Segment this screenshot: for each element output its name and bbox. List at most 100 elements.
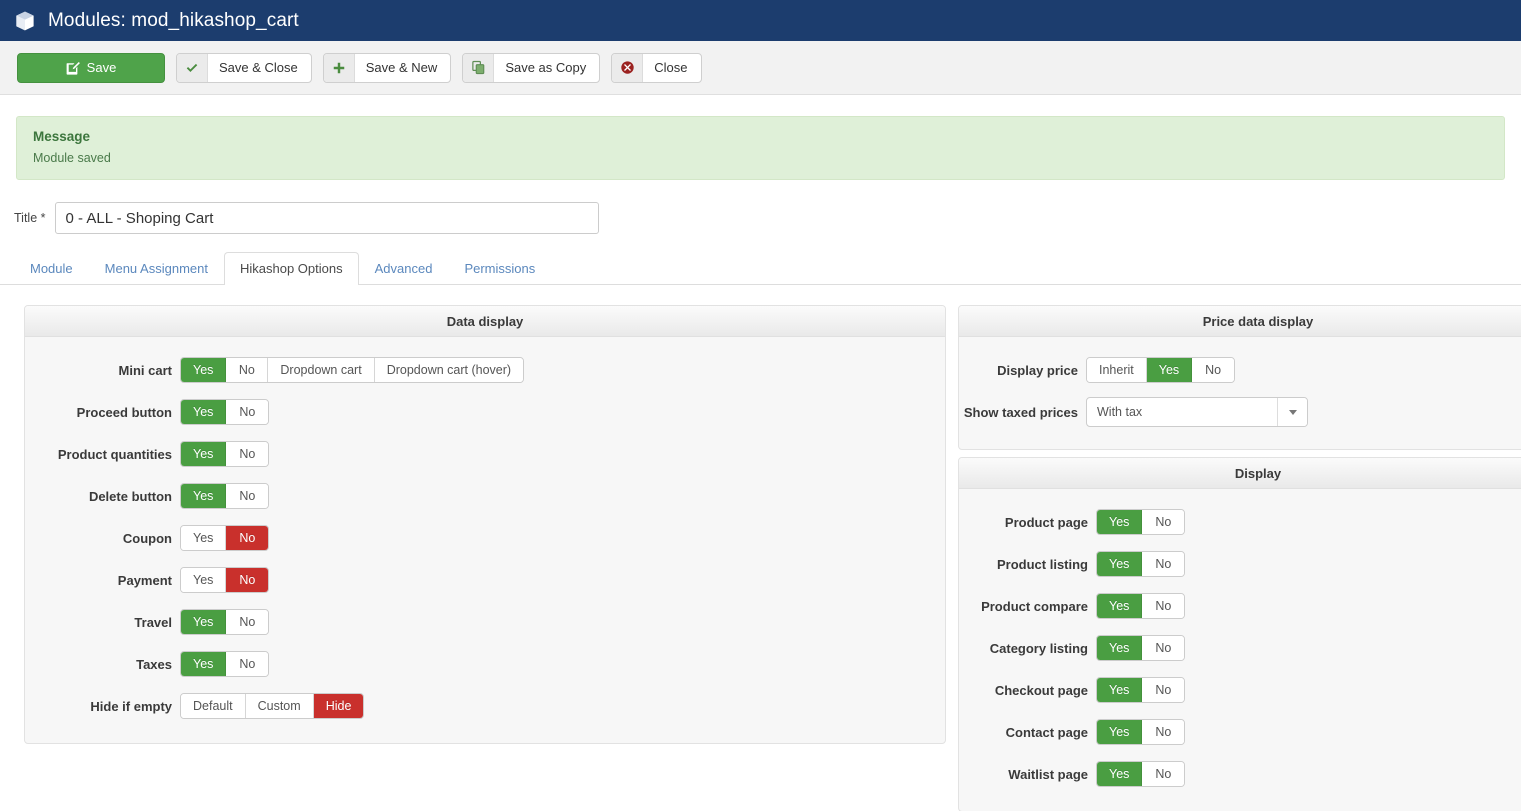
option-product-quantities-yes[interactable]: Yes xyxy=(181,442,227,466)
copy-icon xyxy=(463,53,495,82)
option-taxes-yes[interactable]: Yes xyxy=(181,652,227,676)
option-checkout-page-yes[interactable]: Yes xyxy=(1097,678,1143,702)
field-display-price: Display price Inherit Yes No xyxy=(959,349,1521,391)
radio-group-category-listing[interactable]: Yes No xyxy=(1096,635,1186,661)
option-delete-button-no[interactable]: No xyxy=(226,484,269,508)
cube-icon xyxy=(14,10,48,32)
option-category-listing-no[interactable]: No xyxy=(1142,636,1185,660)
option-product-page-yes[interactable]: Yes xyxy=(1097,510,1143,534)
title-input[interactable] xyxy=(54,202,599,234)
tab-module[interactable]: Module xyxy=(30,261,73,276)
tab-permissions[interactable]: Permissions xyxy=(464,261,536,276)
option-travel-no[interactable]: No xyxy=(226,610,269,634)
field-product-listing: Product listing Yes No xyxy=(959,543,1521,585)
radio-group-mini-cart[interactable]: Yes No Dropdown cart Dropdown cart (hove… xyxy=(180,357,525,383)
option-coupon-no[interactable]: No xyxy=(226,526,269,550)
option-product-quantities-no[interactable]: No xyxy=(226,442,269,466)
option-payment-no[interactable]: No xyxy=(226,568,269,592)
option-taxes-no[interactable]: No xyxy=(226,652,269,676)
option-product-listing-yes[interactable]: Yes xyxy=(1097,552,1143,576)
radio-group-proceed-button[interactable]: Yes No xyxy=(180,399,270,425)
save-and-close-button[interactable]: Save & Close xyxy=(176,52,312,83)
field-label-delete-button: Delete button xyxy=(88,488,172,504)
field-label-mini-cart: Mini cart xyxy=(118,362,172,378)
radio-group-product-quantities[interactable]: Yes No xyxy=(180,441,270,467)
radio-group-taxes[interactable]: Yes No xyxy=(180,651,270,677)
option-proceed-button-yes[interactable]: Yes xyxy=(181,400,227,424)
field-proceed-button: Proceed button Yes No xyxy=(25,391,945,433)
option-product-compare-no[interactable]: No xyxy=(1142,594,1185,618)
field-payment: Payment Yes No xyxy=(25,559,945,601)
option-travel-yes[interactable]: Yes xyxy=(181,610,227,634)
radio-group-payment[interactable]: Yes No xyxy=(180,567,270,593)
radio-group-checkout-page[interactable]: Yes No xyxy=(1096,677,1186,703)
panel-data-display-body: Mini cart Yes No Dropdown cart Dropdown … xyxy=(25,337,945,743)
message-alert: Message Module saved xyxy=(16,116,1505,180)
tab-bar: Module Menu Assignment Hikashop Options … xyxy=(0,252,1521,285)
save-button[interactable]: Save xyxy=(17,52,165,83)
tab-advanced[interactable]: Advanced xyxy=(374,261,433,276)
option-mini-cart-no[interactable]: No xyxy=(226,358,269,382)
save-as-copy-label: Save as Copy xyxy=(505,60,587,75)
field-label-show-taxed-prices: Show taxed prices xyxy=(963,404,1078,420)
panel-display-title: Display xyxy=(959,458,1521,489)
field-product-quantities: Product quantities Yes No xyxy=(25,433,945,475)
field-category-listing: Category listing Yes No xyxy=(959,627,1521,669)
option-coupon-yes[interactable]: Yes xyxy=(181,526,227,550)
close-button[interactable]: Close xyxy=(611,52,702,83)
option-waitlist-page-yes[interactable]: Yes xyxy=(1097,762,1143,786)
option-display-price-yes[interactable]: Yes xyxy=(1146,358,1193,382)
radio-group-product-compare[interactable]: Yes No xyxy=(1096,593,1186,619)
option-product-listing-no[interactable]: No xyxy=(1142,552,1185,576)
field-travel: Travel Yes No xyxy=(25,601,945,643)
option-hide-if-empty-default[interactable]: Default xyxy=(181,694,246,718)
field-taxes: Taxes Yes No xyxy=(25,643,945,685)
save-and-close-label: Save & Close xyxy=(219,60,298,75)
radio-group-product-listing[interactable]: Yes No xyxy=(1096,551,1186,577)
option-display-price-no[interactable]: No xyxy=(1192,358,1235,382)
tab-panel-hikashop-options: Data display Mini cart Yes No Dropdown c… xyxy=(0,305,1521,811)
option-payment-yes[interactable]: Yes xyxy=(181,568,227,592)
radio-group-display-price[interactable]: Inherit Yes No xyxy=(1086,357,1236,383)
save-as-copy-button[interactable]: Save as Copy xyxy=(462,52,601,83)
radio-group-hide-if-empty[interactable]: Default Custom Hide xyxy=(180,693,365,719)
page-header: Modules: mod_hikashop_cart xyxy=(0,0,1521,41)
field-show-taxed-prices: Show taxed prices With tax xyxy=(959,391,1521,433)
option-proceed-button-no[interactable]: No xyxy=(226,400,269,424)
toolbar: Save Save & Close Save & New Save as Cop… xyxy=(0,41,1521,95)
option-mini-cart-yes[interactable]: Yes xyxy=(181,358,227,382)
option-mini-cart-dropdown-hover[interactable]: Dropdown cart (hover) xyxy=(374,358,524,382)
radio-group-delete-button[interactable]: Yes No xyxy=(180,483,270,509)
field-delete-button: Delete button Yes No xyxy=(25,475,945,517)
option-checkout-page-no[interactable]: No xyxy=(1142,678,1185,702)
panel-data-display-title: Data display xyxy=(25,306,945,337)
radio-group-travel[interactable]: Yes No xyxy=(180,609,270,635)
option-contact-page-no[interactable]: No xyxy=(1142,720,1185,744)
tab-menu-assignment[interactable]: Menu Assignment xyxy=(104,261,208,276)
field-contact-page: Contact page Yes No xyxy=(959,711,1521,753)
option-product-page-no[interactable]: No xyxy=(1142,510,1185,534)
option-hide-if-empty-hide[interactable]: Hide xyxy=(313,694,364,718)
option-hide-if-empty-custom[interactable]: Custom xyxy=(245,694,314,718)
option-delete-button-yes[interactable]: Yes xyxy=(181,484,227,508)
save-and-new-button[interactable]: Save & New xyxy=(322,52,452,83)
field-coupon: Coupon Yes No xyxy=(25,517,945,559)
save-pencil-icon xyxy=(66,61,80,75)
option-category-listing-yes[interactable]: Yes xyxy=(1097,636,1143,660)
option-display-price-inherit[interactable]: Inherit xyxy=(1087,358,1147,382)
radio-group-contact-page[interactable]: Yes No xyxy=(1096,719,1186,745)
select-show-taxed-prices[interactable]: With tax xyxy=(1086,397,1308,427)
chevron-down-icon[interactable] xyxy=(1277,398,1307,426)
radio-group-coupon[interactable]: Yes No xyxy=(180,525,270,551)
option-contact-page-yes[interactable]: Yes xyxy=(1097,720,1143,744)
option-mini-cart-dropdown[interactable]: Dropdown cart xyxy=(268,358,375,382)
panel-price-data-display: Price data display Display price Inherit… xyxy=(958,305,1521,450)
option-product-compare-yes[interactable]: Yes xyxy=(1097,594,1143,618)
field-product-page: Product page Yes No xyxy=(959,501,1521,543)
panel-display-body: Product page Yes No Product listing Yes … xyxy=(959,489,1521,811)
option-waitlist-page-no[interactable]: No xyxy=(1142,762,1185,786)
message-body: Module saved xyxy=(33,151,111,165)
radio-group-waitlist-page[interactable]: Yes No xyxy=(1096,761,1186,787)
tab-hikashop-options[interactable]: Hikashop Options xyxy=(223,252,359,285)
radio-group-product-page[interactable]: Yes No xyxy=(1096,509,1186,535)
